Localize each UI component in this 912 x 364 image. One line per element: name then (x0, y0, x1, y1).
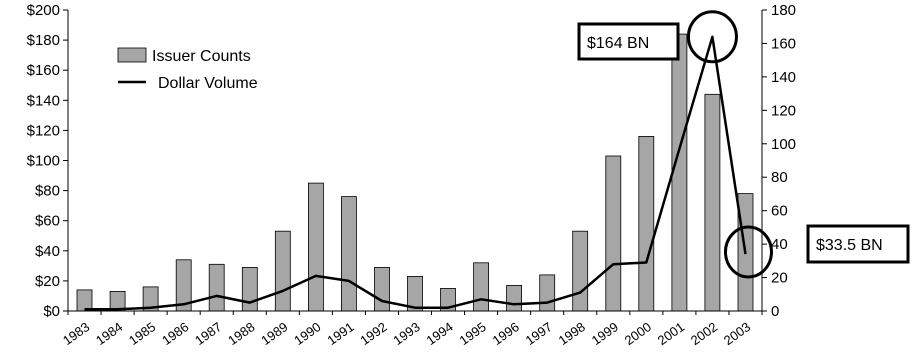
x-tick-label-1989: 1989 (258, 319, 290, 348)
x-tick-label-1993: 1993 (390, 319, 422, 348)
y-left-tick-label: $120 (27, 122, 60, 139)
bar-1989 (274, 230, 291, 312)
y-left-tick-label: $80 (35, 183, 60, 200)
y-left-tick-label: $200 (27, 2, 60, 19)
x-tick-label-1999: 1999 (589, 319, 621, 348)
y-left-tick-label: $140 (27, 92, 60, 109)
bar-1990 (307, 182, 324, 312)
x-tick-label-1995: 1995 (457, 319, 489, 348)
x-tick-label-1983: 1983 (60, 319, 92, 348)
y-right-tick-label: 60 (771, 203, 788, 220)
bar-1997 (539, 274, 556, 312)
bar-1992 (374, 266, 390, 312)
bar-2001 (671, 33, 688, 312)
highlight-circle-2002 (686, 10, 738, 64)
line-series-dollar-volume (84, 35, 747, 311)
x-tick-label-1986: 1986 (159, 319, 191, 348)
bar-1987 (208, 263, 225, 312)
y-left-tick-label: $0 (43, 303, 60, 320)
x-tick-label-2001: 2001 (655, 319, 687, 348)
callout-label-2002: $164 BN (587, 35, 649, 52)
x-tick-label-1994: 1994 (423, 319, 455, 348)
highlight-circle-2003 (723, 225, 773, 279)
callout-box-2002 (577, 22, 680, 61)
dollar-volume-line (84, 35, 747, 311)
x-tick-label-1985: 1985 (126, 319, 158, 348)
bar-1999 (605, 155, 622, 312)
x-tick-label-1997: 1997 (523, 319, 555, 348)
bar-1983 (76, 289, 93, 312)
callout-label-2003: $33.5 BN (816, 237, 883, 254)
bar-1991 (340, 196, 357, 312)
callout-box-2003 (806, 224, 910, 264)
y-right-tick-label: 140 (771, 69, 796, 86)
x-tick-label-2003: 2003 (721, 319, 753, 348)
y-left-tick-label: $40 (35, 243, 60, 260)
bar-1996 (506, 284, 523, 312)
y-right-tick-label: 180 (771, 2, 796, 19)
x-tick-label-1991: 1991 (324, 319, 356, 348)
x-tick-label-1990: 1990 (291, 319, 323, 348)
y-right-tick-label: 0 (771, 303, 779, 320)
y-right-tick-label: 20 (771, 270, 788, 287)
y-right-tick-label: 100 (771, 136, 796, 153)
x-tick-label-1984: 1984 (93, 319, 125, 348)
x-tick-label-1992: 1992 (357, 319, 389, 348)
bar-1998 (572, 230, 589, 312)
x-tick-label-1988: 1988 (225, 319, 257, 348)
y-right-tick-label: 160 (771, 35, 796, 52)
bar-1988 (241, 266, 258, 312)
x-tick-label-1996: 1996 (490, 319, 522, 348)
x-tick-label-2002: 2002 (688, 319, 720, 348)
legend: Issuer Counts Dollar Volume (117, 47, 258, 92)
y-left-tick-label: $180 (27, 32, 60, 49)
x-tick-label-1998: 1998 (556, 319, 588, 348)
bar-2000 (638, 135, 655, 312)
bar-1995 (473, 262, 490, 312)
legend-label-issuer-counts: Issuer Counts (152, 48, 251, 65)
y-left-tick-label: $20 (35, 273, 60, 290)
bar-2002 (704, 93, 721, 312)
y-left-tick-label: $160 (27, 62, 60, 79)
x-tick-label-2000: 2000 (622, 319, 654, 348)
y-left-tick-label: $60 (35, 213, 60, 230)
y-right-tick-label: 40 (771, 236, 788, 253)
y-left-tick-label: $100 (27, 153, 60, 170)
legend-label-dollar-volume: Dollar Volume (158, 75, 258, 92)
legend-swatch-issuer-counts (117, 47, 147, 63)
annotations: $164 BN $33.5 BN (577, 10, 910, 279)
y-right-tick-label: 120 (771, 102, 796, 119)
y-right-tick-label: 80 (771, 169, 788, 186)
x-tick-label-1987: 1987 (192, 319, 224, 348)
